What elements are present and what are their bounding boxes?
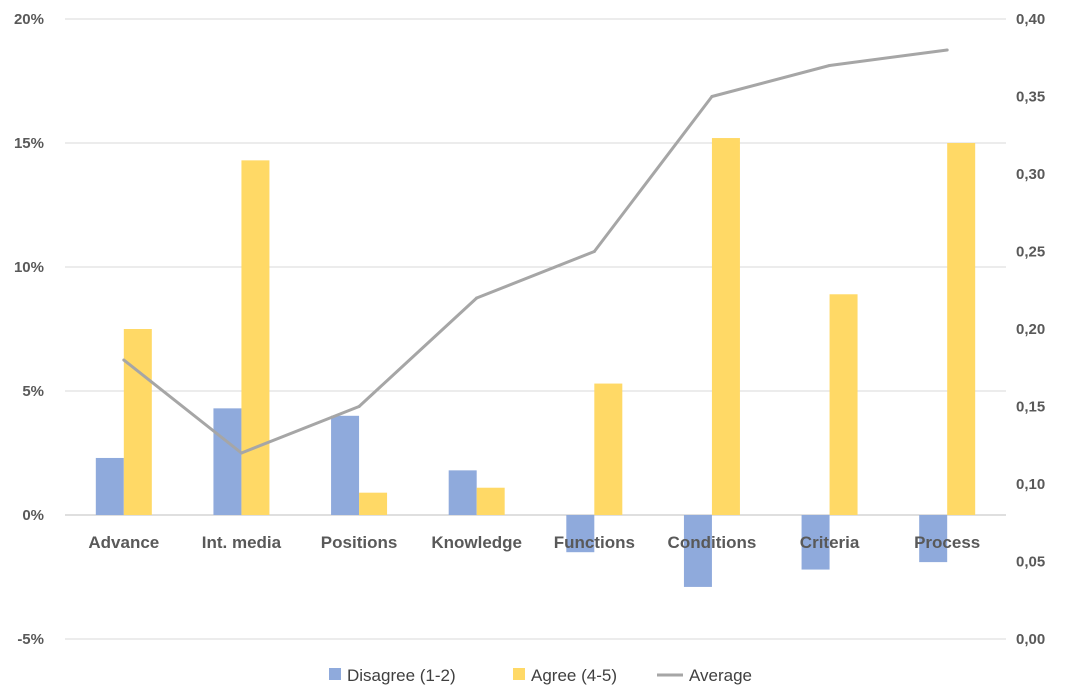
- right-tick-label: 0,30: [1016, 166, 1045, 183]
- legend-swatch-disagree: [329, 668, 341, 680]
- average-point: [357, 405, 361, 408]
- bar-agree: [594, 383, 623, 515]
- bars: [95, 138, 976, 587]
- bar-disagree: [95, 457, 124, 515]
- right-tick-label: 0,15: [1016, 399, 1045, 416]
- right-tick-label: 0,40: [1016, 11, 1045, 28]
- bar-agree: [123, 329, 152, 515]
- category-label: Positions: [321, 533, 398, 552]
- legend-label-disagree: Disagree (1-2): [347, 666, 456, 685]
- category-label: Advance: [88, 533, 159, 552]
- average-line-layer: [122, 48, 949, 455]
- average-point: [710, 95, 714, 98]
- bar-agree: [476, 487, 505, 515]
- right-tick-label: 0,00: [1016, 631, 1045, 648]
- average-point: [475, 296, 479, 300]
- right-tick-label: 0,20: [1016, 321, 1045, 338]
- category-label: Functions: [554, 533, 635, 552]
- legend: Disagree (1-2) Agree (4-5) Average: [329, 666, 752, 685]
- bar-disagree: [448, 470, 477, 515]
- bar-disagree: [683, 515, 712, 587]
- bar-disagree: [213, 408, 242, 515]
- average-line: [122, 48, 948, 455]
- left-tick-label: -5%: [17, 631, 44, 648]
- bar-agree: [829, 294, 858, 515]
- category-label: Conditions: [668, 533, 757, 552]
- average-point: [945, 48, 949, 52]
- average-point: [828, 64, 832, 67]
- bar-disagree: [801, 515, 830, 570]
- bar-disagree: [331, 415, 360, 515]
- bar-agree: [359, 492, 388, 515]
- right-axis-ticks: 0,00 0,05 0,10 0,15 0,20 0,25 0,30 0,35 0,40: [1016, 11, 1045, 648]
- bar-agree: [241, 160, 270, 516]
- left-axis-ticks: -5% 0% 5% 10% 15% 20%: [14, 11, 44, 648]
- bar-disagree: [566, 515, 595, 553]
- average-point: [122, 358, 126, 362]
- right-tick-label: 0,25: [1016, 244, 1045, 261]
- left-tick-label: 20%: [14, 11, 44, 28]
- legend-label-agree: Agree (4-5): [531, 666, 617, 685]
- average-point: [239, 451, 243, 455]
- left-tick-label: 5%: [22, 383, 44, 400]
- category-labels: Advance Int. media Positions Knowledge Funct…: [88, 533, 980, 552]
- bar-agree: [947, 143, 976, 515]
- category-label: Int. media: [202, 533, 282, 552]
- category-label: Process: [914, 533, 980, 552]
- right-tick-label: 0,05: [1016, 554, 1045, 571]
- left-tick-label: 0%: [22, 507, 44, 524]
- right-tick-label: 0,10: [1016, 476, 1045, 493]
- category-label: Criteria: [800, 533, 860, 552]
- legend-swatch-agree: [513, 668, 525, 680]
- legend-label-average: Average: [689, 666, 752, 685]
- left-tick-label: 15%: [14, 135, 44, 152]
- category-label: Knowledge: [431, 533, 522, 552]
- right-tick-label: 0,35: [1016, 89, 1045, 106]
- left-tick-label: 10%: [14, 259, 44, 276]
- bar-agree: [711, 138, 740, 516]
- bar-disagree: [919, 515, 948, 563]
- average-point: [592, 250, 596, 253]
